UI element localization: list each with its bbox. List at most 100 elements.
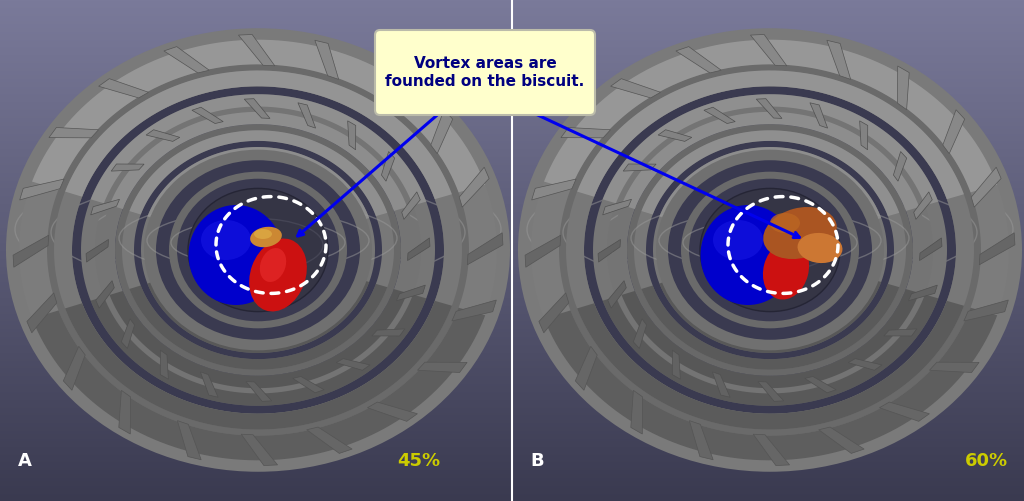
Ellipse shape — [128, 136, 388, 364]
Ellipse shape — [188, 205, 284, 305]
Ellipse shape — [169, 172, 347, 328]
Polygon shape — [860, 121, 867, 150]
Polygon shape — [66, 301, 452, 429]
Ellipse shape — [668, 160, 872, 340]
Ellipse shape — [620, 118, 920, 382]
Ellipse shape — [108, 118, 408, 382]
Polygon shape — [689, 421, 713, 460]
Polygon shape — [91, 295, 426, 406]
Polygon shape — [146, 130, 180, 141]
Polygon shape — [676, 162, 865, 225]
Polygon shape — [525, 235, 561, 267]
Ellipse shape — [8, 30, 508, 470]
Polygon shape — [848, 359, 882, 370]
Polygon shape — [119, 390, 130, 434]
Polygon shape — [368, 402, 418, 421]
Polygon shape — [396, 285, 425, 301]
Polygon shape — [539, 293, 568, 333]
Polygon shape — [372, 329, 404, 336]
Ellipse shape — [560, 65, 980, 435]
Polygon shape — [246, 382, 271, 401]
Text: 45%: 45% — [397, 452, 440, 470]
Ellipse shape — [28, 48, 488, 452]
Ellipse shape — [798, 233, 843, 263]
Polygon shape — [641, 130, 899, 216]
Ellipse shape — [570, 74, 970, 426]
Ellipse shape — [616, 115, 924, 386]
Polygon shape — [641, 284, 899, 370]
Ellipse shape — [108, 118, 408, 382]
Polygon shape — [703, 107, 735, 124]
Ellipse shape — [760, 241, 780, 259]
Ellipse shape — [520, 30, 1020, 470]
Polygon shape — [164, 275, 353, 338]
Polygon shape — [54, 71, 462, 429]
Ellipse shape — [177, 179, 339, 321]
Polygon shape — [544, 40, 997, 192]
Ellipse shape — [750, 232, 790, 268]
Polygon shape — [897, 66, 909, 110]
Polygon shape — [631, 390, 642, 434]
Ellipse shape — [540, 48, 1000, 452]
Ellipse shape — [713, 220, 763, 260]
Ellipse shape — [627, 124, 913, 376]
Ellipse shape — [168, 171, 348, 329]
Ellipse shape — [138, 144, 378, 356]
Polygon shape — [575, 346, 597, 390]
Ellipse shape — [560, 65, 980, 435]
Polygon shape — [676, 275, 865, 338]
Ellipse shape — [18, 39, 498, 461]
Ellipse shape — [78, 92, 438, 408]
Polygon shape — [336, 359, 370, 370]
Polygon shape — [431, 110, 453, 154]
Polygon shape — [32, 308, 485, 460]
Polygon shape — [692, 270, 848, 322]
Polygon shape — [63, 346, 85, 390]
Ellipse shape — [248, 241, 268, 259]
Polygon shape — [201, 372, 218, 397]
Polygon shape — [239, 35, 274, 66]
Ellipse shape — [201, 220, 251, 260]
Ellipse shape — [188, 188, 328, 312]
Ellipse shape — [700, 188, 840, 312]
Polygon shape — [826, 40, 851, 79]
Ellipse shape — [249, 238, 307, 312]
Polygon shape — [177, 421, 201, 460]
Polygon shape — [32, 40, 485, 192]
Polygon shape — [348, 121, 355, 150]
Polygon shape — [603, 94, 938, 205]
Polygon shape — [459, 167, 489, 207]
Ellipse shape — [656, 150, 884, 350]
Polygon shape — [624, 164, 656, 171]
Ellipse shape — [710, 197, 830, 303]
Polygon shape — [385, 66, 397, 110]
Ellipse shape — [208, 206, 308, 294]
Polygon shape — [884, 329, 916, 336]
Polygon shape — [91, 94, 426, 205]
Text: 60%: 60% — [965, 452, 1008, 470]
Ellipse shape — [238, 232, 278, 268]
Ellipse shape — [650, 144, 890, 356]
Polygon shape — [122, 130, 394, 370]
Ellipse shape — [730, 215, 810, 285]
Polygon shape — [893, 151, 906, 181]
Polygon shape — [418, 362, 467, 373]
Polygon shape — [566, 71, 974, 429]
Ellipse shape — [689, 179, 851, 321]
Polygon shape — [531, 40, 1009, 460]
Polygon shape — [688, 178, 852, 322]
Ellipse shape — [18, 39, 498, 461]
Ellipse shape — [530, 39, 1010, 461]
Ellipse shape — [720, 206, 820, 294]
Ellipse shape — [550, 57, 990, 443]
Ellipse shape — [590, 92, 950, 408]
Polygon shape — [381, 151, 394, 181]
Ellipse shape — [48, 65, 468, 435]
Polygon shape — [659, 147, 882, 221]
Ellipse shape — [660, 153, 880, 347]
Polygon shape — [819, 427, 864, 453]
Ellipse shape — [198, 197, 318, 303]
Polygon shape — [670, 162, 870, 338]
Ellipse shape — [6, 28, 510, 472]
Text: Vortex areas are
founded on the biscuit.: Vortex areas are founded on the biscuit. — [385, 56, 585, 89]
